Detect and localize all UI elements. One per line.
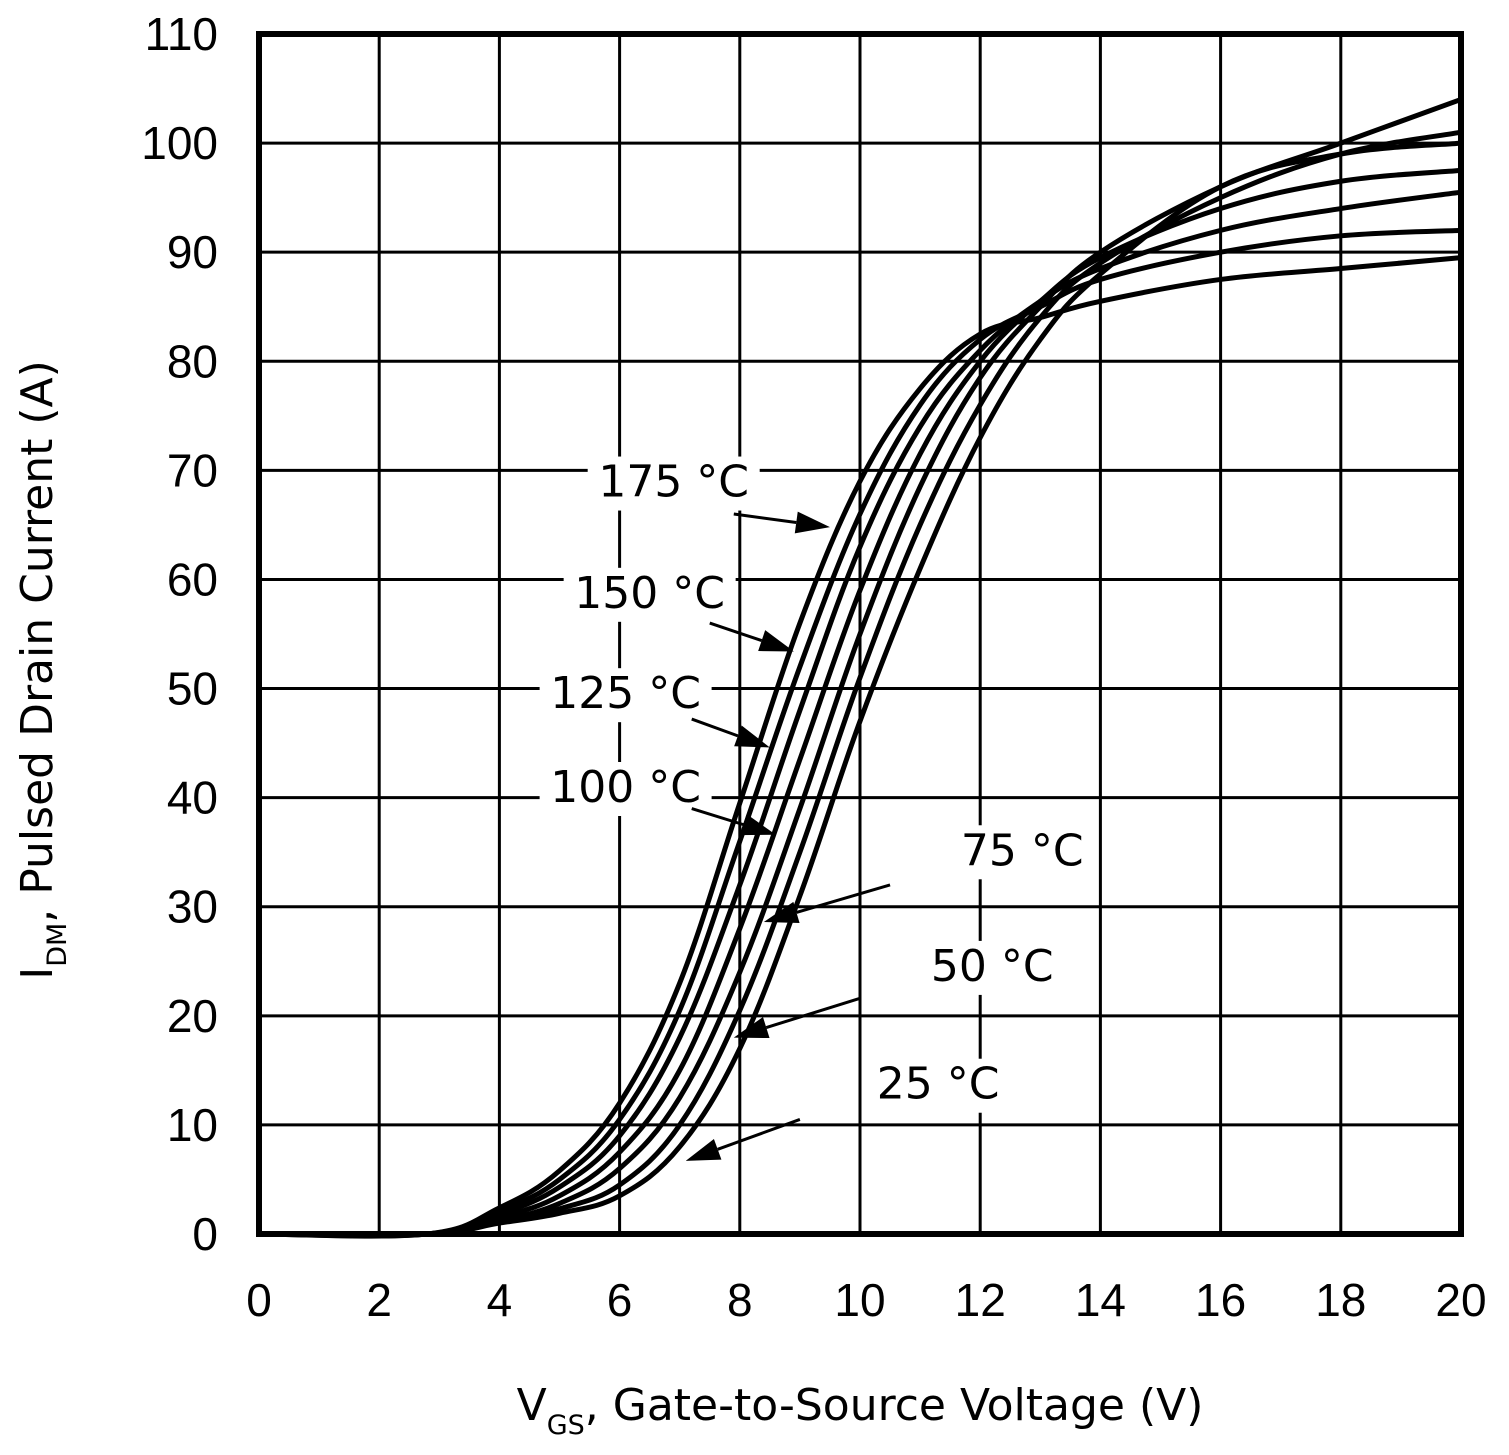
x-tick-label-12: 12 xyxy=(955,1274,1006,1326)
annotation-bg-175-c xyxy=(587,456,760,511)
y-tick-label-60: 60 xyxy=(167,553,218,605)
x-tick-label-6: 6 xyxy=(607,1274,633,1326)
annotation-arrow-125-c xyxy=(691,717,739,738)
annotation-arrowhead-50-c xyxy=(733,1017,770,1039)
x-tick-label-18: 18 xyxy=(1315,1274,1366,1326)
y-tick-label-0: 0 xyxy=(192,1208,218,1260)
x-tick-label-20: 20 xyxy=(1435,1274,1486,1326)
y-tick-label-10: 10 xyxy=(167,1099,218,1151)
x-tick-label-0: 0 xyxy=(246,1274,272,1326)
annotation-arrowhead-175-c xyxy=(794,511,830,534)
annotation-arrow-75-c xyxy=(796,883,891,914)
x-tick-label-10: 10 xyxy=(834,1274,885,1326)
x-tick-label-2: 2 xyxy=(366,1274,392,1326)
annotation-label-50-c: 50 °C xyxy=(931,941,1054,992)
y-axis-title-rest: , Pulsed Drain Current (A) xyxy=(12,360,63,922)
series-line-150-c xyxy=(256,227,1464,1239)
x-axis-title-main: V xyxy=(517,1380,547,1431)
y-tick-label-50: 50 xyxy=(167,663,218,715)
x-tick-label-16: 16 xyxy=(1195,1274,1246,1326)
x-tick-label-8: 8 xyxy=(727,1274,753,1326)
annotation-bg-25-c xyxy=(864,1058,1012,1113)
annotation-label-150-c: 150 °C xyxy=(574,568,725,619)
annotation-label-25-c: 25 °C xyxy=(877,1059,1000,1110)
annotation-arrow-150-c xyxy=(709,621,763,643)
x-tick-label-4: 4 xyxy=(487,1274,513,1326)
series-line-100-c xyxy=(256,167,1464,1238)
x-tick-label-14: 14 xyxy=(1075,1274,1126,1326)
annotation-label-100-c: 100 °C xyxy=(550,762,701,813)
x-axis-title-rest: , Gate-to-Source Voltage (V) xyxy=(585,1380,1204,1431)
x-axis-title: VGS, Gate-to-Source Voltage (V) xyxy=(517,1380,1204,1441)
annotation-bg-50-c xyxy=(918,940,1066,995)
series-line-175-c xyxy=(256,255,1464,1239)
annotation-bg-100-c xyxy=(539,762,712,816)
annotation-bg-75-c xyxy=(948,825,1096,880)
plot-frame xyxy=(256,31,1464,1237)
y-tick-label-40: 40 xyxy=(167,772,218,824)
series-line-50-c xyxy=(256,129,1464,1238)
series-curves xyxy=(256,96,1464,1239)
annotation-label-75-c: 75 °C xyxy=(961,825,1084,876)
y-tick-label-110: 110 xyxy=(145,8,218,60)
annotation-arrowhead-125-c xyxy=(734,725,770,748)
annotation-arrowhead-100-c xyxy=(740,814,776,836)
x-axis-title-sub: GS xyxy=(547,1410,585,1441)
y-tick-label-80: 80 xyxy=(167,335,218,387)
y-tick-label-90: 90 xyxy=(167,226,218,278)
y-axis-title: IDM, Pulsed Drain Current (A) xyxy=(12,360,73,980)
series-annotations: 175 °C 150 °C 125 °C 100 °C 75 °C 50 °C 25 °C xyxy=(539,456,1096,1161)
annotation-label-175-c: 175 °C xyxy=(598,457,749,508)
y-tick-label-20: 20 xyxy=(167,990,218,1042)
annotation-arrow-175-c xyxy=(733,512,797,524)
annotation-arrowhead-150-c xyxy=(758,630,794,652)
annotation-label-125-c: 125 °C xyxy=(550,668,701,719)
series-line-75-c xyxy=(256,96,1464,1238)
annotation-arrow-25-c xyxy=(717,1118,801,1151)
y-axis-title-main: I xyxy=(12,967,63,980)
y-tick-label-100: 100 xyxy=(141,117,218,169)
annotation-arrow-50-c xyxy=(765,996,861,1029)
y-axis-title-sub: DM xyxy=(42,923,73,967)
annotation-arrowhead-25-c xyxy=(685,1138,722,1161)
annotation-bg-150-c xyxy=(563,567,736,622)
y-tick-label-70: 70 xyxy=(167,444,218,496)
annotation-arrow-100-c xyxy=(691,807,744,827)
y-tick-labels: 0 10 20 30 40 50 60 70 80 90 100 110 xyxy=(141,8,218,1260)
y-tick-label-30: 30 xyxy=(167,881,218,933)
series-line-125-c xyxy=(256,189,1464,1239)
annotation-bg-125-c xyxy=(539,668,712,723)
series-line-25-c xyxy=(256,140,1464,1238)
x-tick-labels: 0 2 4 6 8 10 12 14 16 18 20 xyxy=(246,1274,1486,1326)
annotation-arrowhead-75-c xyxy=(763,901,800,923)
